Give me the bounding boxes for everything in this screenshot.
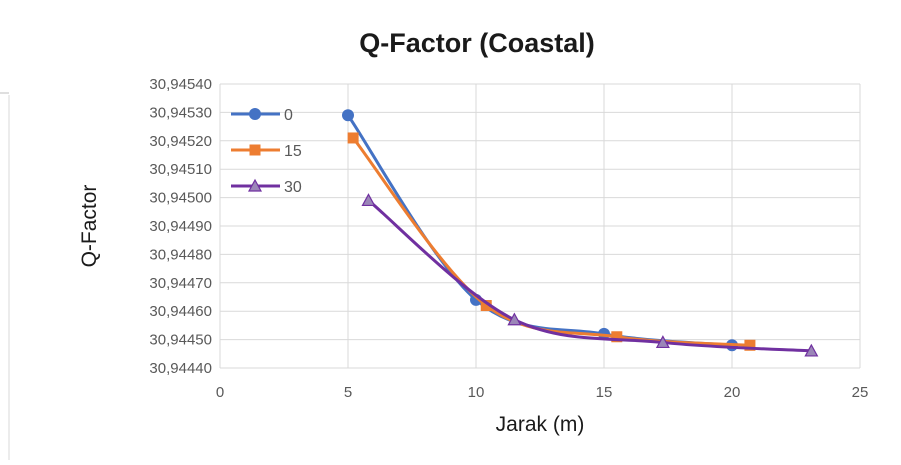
x-axis-title: Jarak (m) [496, 413, 585, 436]
y-tick-label: 30,94490 [149, 218, 212, 235]
x-tick-label: 25 [852, 384, 869, 401]
x-tick-label: 15 [596, 384, 613, 401]
y-tick-label: 30,94480 [149, 246, 212, 263]
grid [219, 83, 861, 369]
x-tick-label: 20 [724, 384, 741, 401]
series-lines [342, 109, 819, 357]
legend-entry-label: 15 [284, 143, 302, 160]
y-tick-label: 30,94530 [149, 104, 212, 121]
legend-swatch-marker [247, 178, 263, 192]
y-axis-title: Q-Factor [78, 185, 101, 268]
data-point-15 [611, 331, 623, 343]
legend-swatch-marker [249, 108, 261, 120]
axes: 30,94440 30,94450 30,94460 30,94470 30,94480… [149, 76, 868, 401]
legend-entry-label: 30 [284, 179, 302, 196]
data-point-15 [347, 132, 359, 144]
y-tick-label: 30,94520 [149, 133, 212, 150]
y-tick-label: 30,94470 [149, 275, 212, 292]
data-point-15 [744, 339, 756, 351]
legend: 0 15 30 [231, 107, 302, 196]
data-point-30 [804, 343, 819, 357]
data-point-30 [655, 335, 670, 349]
legend-entry-label: 0 [284, 107, 293, 124]
x-tick-label: 0 [216, 384, 224, 401]
legend-swatch-marker [249, 144, 261, 156]
y-tick-label: 30,94440 [149, 360, 212, 377]
data-point-30 [507, 312, 522, 326]
chart-title: Q-Factor (Coastal) [359, 28, 595, 58]
data-point-15 [480, 300, 492, 312]
data-point-0 [342, 109, 354, 122]
y-tick-label: 30,94540 [149, 76, 212, 93]
y-tick-label: 30,94450 [149, 332, 212, 349]
x-tick-label: 5 [344, 384, 352, 401]
y-tick-label: 30,94510 [149, 161, 212, 178]
series-line-30 [366, 198, 813, 353]
x-tick-label: 10 [468, 384, 485, 401]
data-point-30 [361, 193, 376, 207]
y-tick-label: 30,94460 [149, 303, 212, 320]
y-tick-label: 30,94500 [149, 190, 212, 207]
